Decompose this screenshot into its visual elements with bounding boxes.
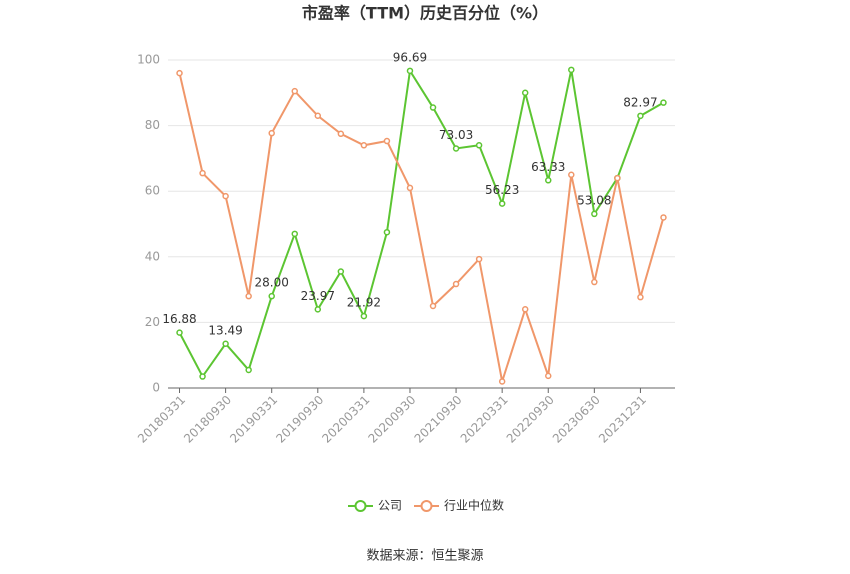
data-point — [245, 366, 252, 374]
data-point — [545, 177, 552, 184]
data-point — [383, 137, 391, 145]
x-tick-label: 20190331 — [227, 393, 280, 446]
data-point — [637, 112, 644, 120]
series-line — [178, 68, 664, 379]
data-point — [429, 104, 437, 111]
data-point — [614, 174, 621, 182]
data-point — [176, 69, 183, 77]
legend-swatch — [354, 500, 367, 512]
data-point — [452, 145, 460, 152]
data-point — [452, 280, 460, 288]
data-point — [199, 169, 206, 177]
x-tick-label: 20231231 — [596, 393, 649, 446]
data-point — [568, 66, 575, 74]
data-point — [199, 373, 206, 380]
data-point — [406, 67, 414, 75]
x-tick-label: 20200331 — [319, 393, 372, 446]
data-point — [475, 142, 483, 149]
data-point — [591, 210, 598, 218]
data-point — [406, 184, 414, 192]
data-point — [268, 129, 275, 137]
data-point — [429, 302, 437, 310]
data-point — [660, 99, 667, 106]
x-tick-label: 20200930 — [365, 393, 418, 446]
data-point — [660, 214, 667, 221]
legend-label: 公司 — [378, 499, 402, 513]
data-point — [521, 89, 529, 97]
legend-label: 行业中位数 — [444, 498, 504, 513]
data-point — [222, 192, 229, 200]
y-tick-label: 20 — [145, 315, 160, 329]
data-label: 28.00 — [255, 276, 289, 290]
data-point — [498, 200, 506, 207]
data-label: 82.97 — [623, 95, 657, 109]
data-label: 21.92 — [347, 296, 381, 310]
data-point — [498, 378, 506, 385]
y-tick-label: 80 — [145, 118, 160, 132]
x-tick-label: 20220930 — [504, 393, 557, 446]
data-point — [360, 312, 368, 320]
chart-title: 市盈率（TTM）历史百分位（%） — [302, 4, 548, 23]
data-point — [176, 329, 183, 336]
x-tick-label: 20220331 — [458, 393, 511, 446]
y-tick-label: 100 — [137, 53, 160, 67]
data-point — [545, 372, 552, 380]
data-point — [383, 228, 391, 236]
data-point — [268, 292, 275, 300]
data-label: 16.88 — [162, 312, 196, 326]
x-tick-label: 20210930 — [412, 393, 465, 446]
x-tick-label: 20180930 — [181, 393, 234, 446]
data-label: 63.33 — [531, 160, 565, 174]
data-point — [314, 112, 322, 120]
data-point — [475, 255, 483, 263]
data-label: 56.23 — [485, 183, 519, 197]
data-point — [568, 171, 575, 179]
y-tick-label: 60 — [145, 184, 160, 198]
x-tick-label: 20180331 — [135, 393, 188, 446]
data-point — [337, 130, 345, 138]
source-note: 数据来源：恒生聚源 — [366, 549, 483, 564]
y-tick-label: 40 — [145, 249, 160, 263]
legend-swatch — [420, 500, 433, 512]
data-label: 96.69 — [393, 50, 427, 64]
data-point — [314, 306, 322, 313]
data-point — [637, 293, 644, 301]
data-point — [291, 87, 298, 95]
data-point — [521, 306, 529, 313]
data-point — [591, 278, 598, 286]
y-tick-label: 0 — [152, 381, 160, 395]
data-point — [337, 268, 345, 275]
series-line — [178, 72, 665, 382]
data-label: 23.97 — [301, 289, 335, 303]
data-point — [291, 230, 298, 238]
x-tick-label: 20230630 — [550, 393, 603, 446]
data-label: 53.08 — [577, 193, 611, 207]
data-label: 73.03 — [439, 128, 473, 142]
x-tick-label: 20190930 — [273, 393, 326, 446]
data-point — [245, 292, 252, 300]
data-point — [222, 340, 229, 348]
data-label: 13.49 — [208, 323, 242, 337]
data-point — [360, 142, 368, 149]
